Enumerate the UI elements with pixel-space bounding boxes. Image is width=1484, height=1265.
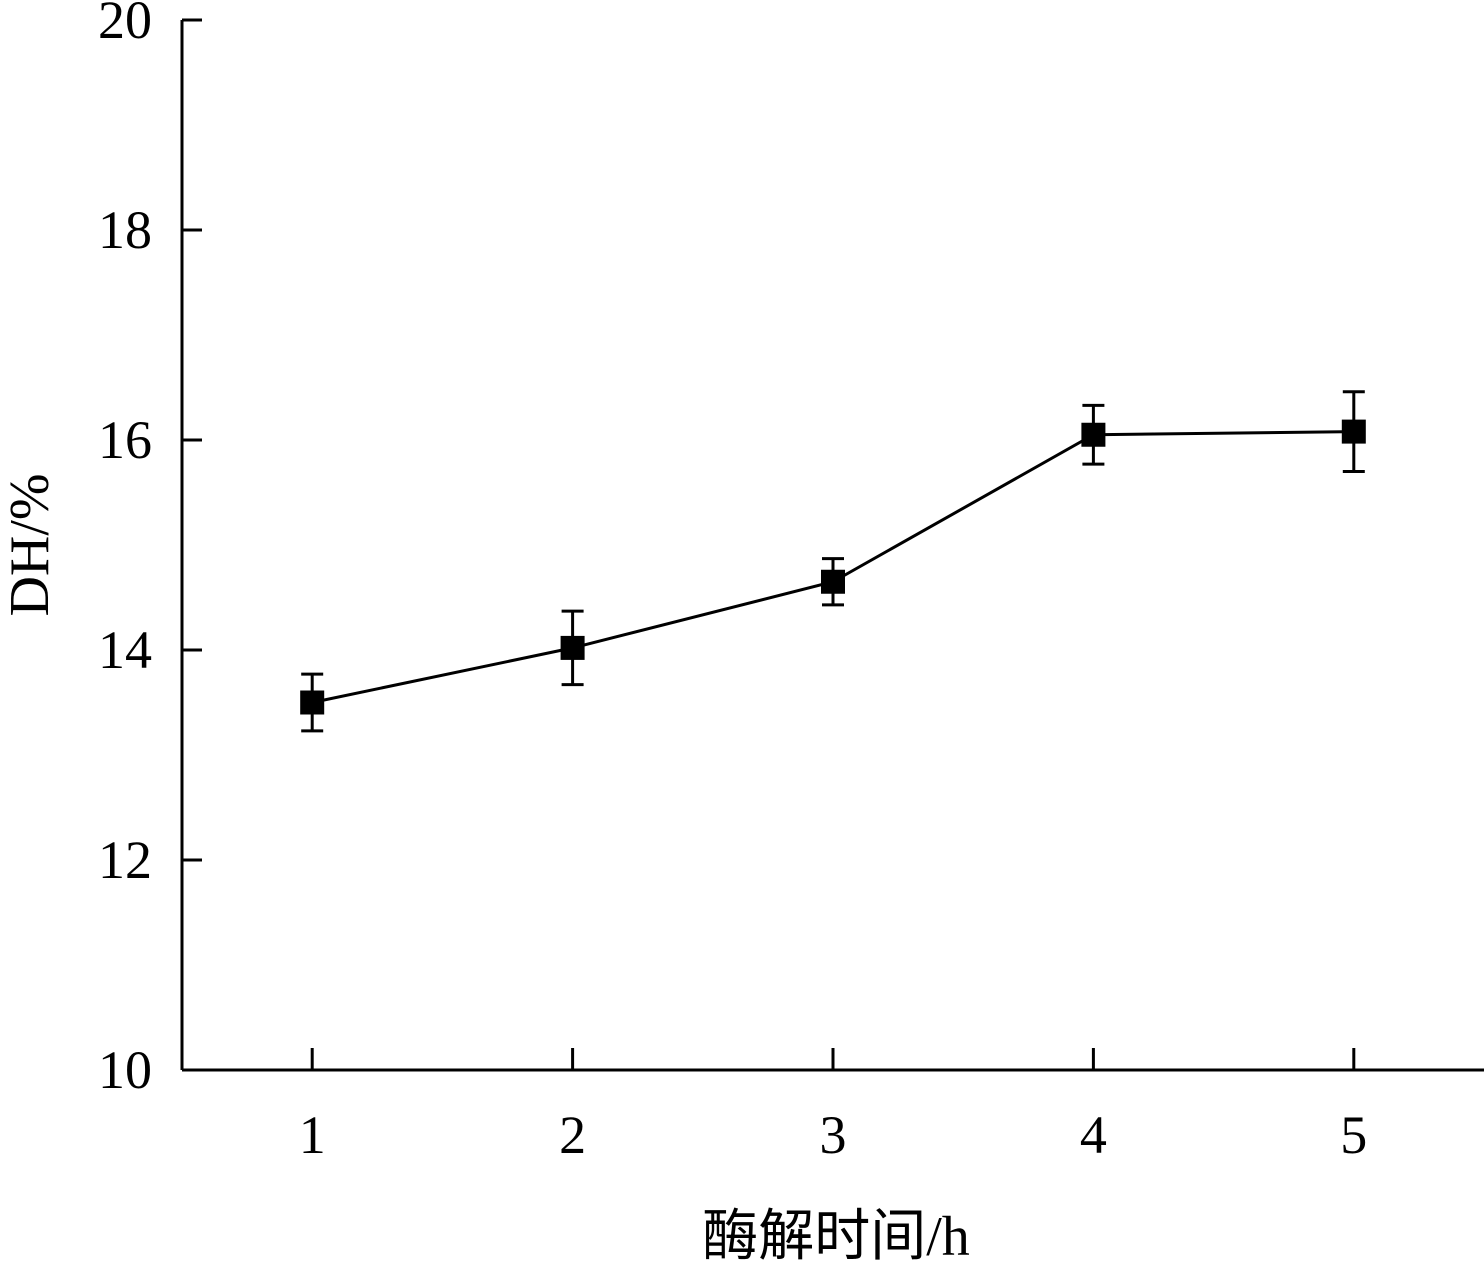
x-tick-label: 1: [299, 1105, 326, 1165]
x-ticks: 1 2 3 4 5: [299, 1048, 1367, 1165]
data-point-marker: [821, 569, 845, 594]
x-tick-label: 3: [820, 1105, 847, 1165]
data-point-marker: [1341, 419, 1366, 444]
y-tick-label: 16: [98, 410, 152, 470]
y-tick-label: 20: [98, 0, 152, 50]
x-axis-title: 酶解时间/h: [702, 1206, 970, 1265]
y-ticks: 10 12 14 16 18 20: [98, 0, 202, 1100]
y-tick-label: 18: [98, 200, 152, 260]
x-tick-label: 5: [1340, 1105, 1367, 1165]
y-tick-label: 12: [98, 830, 152, 890]
y-axis-title: DH/%: [0, 473, 61, 616]
y-tick-label: 14: [98, 620, 152, 680]
data-point-marker: [1081, 422, 1106, 447]
y-tick-label: 10: [98, 1040, 152, 1100]
data-point-marker: [300, 690, 325, 715]
x-tick-label: 4: [1080, 1105, 1107, 1165]
x-tick-label: 2: [559, 1105, 586, 1165]
axes: [180, 20, 1484, 1072]
series-layer: [300, 390, 1366, 733]
data-point-marker: [560, 635, 585, 660]
